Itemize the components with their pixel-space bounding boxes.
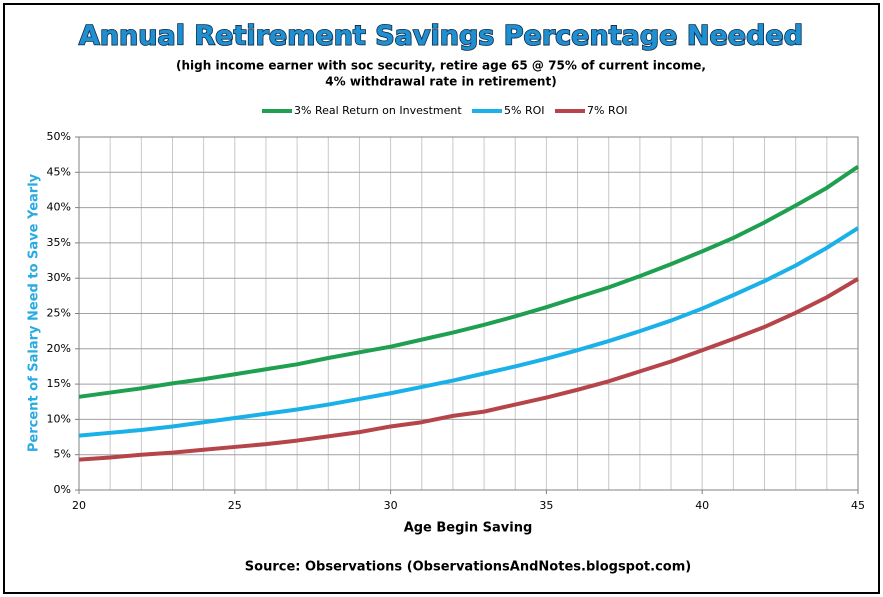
y-tick-label: 0% bbox=[54, 483, 71, 496]
x-tick-label: 40 bbox=[695, 499, 709, 512]
subtitle: (high income earner with soc security, r… bbox=[176, 59, 706, 73]
y-tick-label: 30% bbox=[47, 271, 71, 284]
y-tick-label: 50% bbox=[47, 130, 71, 143]
y-tick-label: 25% bbox=[47, 307, 71, 320]
y-tick-label: 5% bbox=[54, 448, 71, 461]
x-tick-label: 35 bbox=[539, 499, 553, 512]
legend-label: 7% ROI bbox=[587, 104, 628, 117]
series-line bbox=[78, 164, 860, 399]
y-tick-label: 40% bbox=[47, 201, 71, 214]
chart-title: Annual Retirement Savings Percentage Nee… bbox=[79, 21, 803, 52]
x-axis-title: Age Begin Saving bbox=[404, 521, 533, 536]
y-tick-label: 45% bbox=[47, 165, 71, 178]
legend-label: 5% ROI bbox=[504, 104, 545, 117]
y-tick-label: 35% bbox=[47, 236, 71, 249]
y-tick-label: 20% bbox=[47, 342, 71, 355]
y-axis-title: Percent of Salary Need to Save Yearly bbox=[27, 173, 42, 452]
plot-border bbox=[78, 136, 859, 491]
series-line bbox=[78, 277, 860, 462]
frame bbox=[3, 3, 880, 594]
legend-label: 3% Real Return on Investment bbox=[294, 104, 462, 117]
source: Source: Observations (ObservationsAndNot… bbox=[245, 560, 691, 575]
x-tick-label: 25 bbox=[228, 499, 242, 512]
series-line bbox=[78, 226, 860, 438]
y-tick-label: 10% bbox=[47, 412, 71, 425]
x-tick-label: 45 bbox=[851, 499, 865, 512]
x-tick-label: 20 bbox=[72, 499, 86, 512]
x-tick-label: 30 bbox=[384, 499, 398, 512]
y-tick-label: 15% bbox=[47, 377, 71, 390]
subtitle: 4% withdrawal rate in retirement) bbox=[325, 75, 556, 89]
